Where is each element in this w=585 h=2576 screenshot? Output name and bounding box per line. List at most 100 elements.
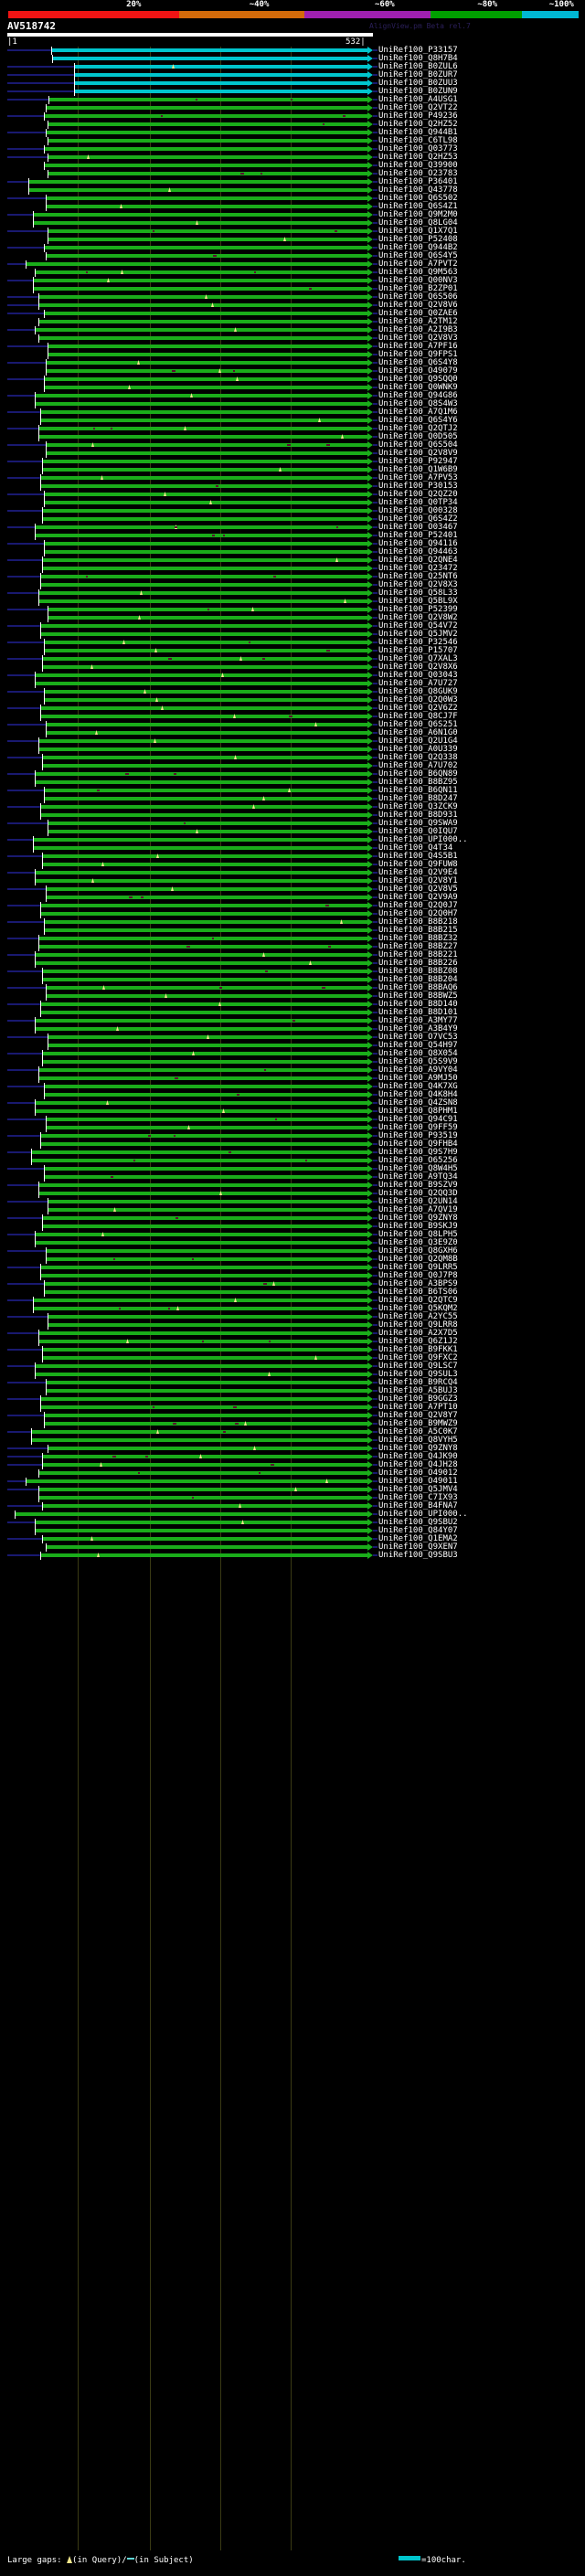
hit-id-label[interactable]: UniRef100_B2ZP01 <box>378 284 458 293</box>
alignment-row[interactable]: UniRef100_Q94463 <box>0 548 585 557</box>
hsp-bar[interactable] <box>34 1307 368 1310</box>
hit-id-label[interactable]: UniRef100_B8D247 <box>378 794 458 803</box>
hsp-bar[interactable] <box>34 279 368 282</box>
alignment-row[interactable]: UniRef100_A4USG1 <box>0 96 585 104</box>
hit-id-label[interactable]: UniRef100_B9FKK1 <box>378 1345 458 1354</box>
hsp-bar[interactable] <box>45 1422 368 1426</box>
hit-id-label[interactable]: UniRef100_Q2V8V5 <box>378 885 458 894</box>
alignment-row[interactable]: UniRef100_Q9SQQ0 <box>0 376 585 384</box>
hit-id-label[interactable]: UniRef100_Q2V8Y1 <box>378 876 458 885</box>
hsp-bar[interactable] <box>36 780 368 784</box>
hit-id-label[interactable]: UniRef100_A5C0K7 <box>378 1427 458 1436</box>
alignment-row[interactable]: UniRef100_Q9M563 <box>0 269 585 277</box>
hit-id-label[interactable]: UniRef100_Q2QQ3D <box>378 1189 458 1198</box>
hsp-bar[interactable] <box>45 542 368 546</box>
hsp-bar[interactable] <box>48 1447 368 1450</box>
alignment-row[interactable]: UniRef100_A9VY04 <box>0 1066 585 1075</box>
hit-id-label[interactable]: UniRef100_B9MWZ9 <box>378 1419 458 1428</box>
hit-id-label[interactable]: UniRef100_Q9LRR5 <box>378 1263 458 1272</box>
hsp-bar[interactable] <box>36 961 368 965</box>
hsp-bar[interactable] <box>41 476 368 480</box>
hit-id-label[interactable]: UniRef100_O03467 <box>378 523 458 532</box>
alignment-row[interactable]: UniRef100_B8B215 <box>0 927 585 935</box>
hsp-bar[interactable] <box>45 164 368 167</box>
hsp-bar[interactable] <box>36 673 368 677</box>
hit-id-label[interactable]: UniRef100_Q8X054 <box>378 1049 458 1058</box>
hsp-bar[interactable] <box>45 1290 368 1294</box>
hsp-bar[interactable] <box>47 254 368 258</box>
alignment-row[interactable]: UniRef100_Q00NV3 <box>0 277 585 285</box>
hsp-bar[interactable] <box>43 764 368 768</box>
alignment-row[interactable]: UniRef100_P92947 <box>0 458 585 466</box>
alignment-row[interactable]: UniRef100_Q0J7P8 <box>0 1272 585 1280</box>
alignment-row[interactable]: UniRef100_Q94116 <box>0 540 585 548</box>
hsp-bar[interactable] <box>43 970 368 973</box>
hit-id-label[interactable]: UniRef100_Q5JMV2 <box>378 630 458 639</box>
alignment-row[interactable]: UniRef100_Q03773 <box>0 145 585 154</box>
hit-id-label[interactable]: UniRef100_Q2U1G4 <box>378 737 458 746</box>
alignment-row[interactable]: UniRef100_A2YC55 <box>0 1313 585 1321</box>
alignment-row[interactable]: UniRef100_A2I9B3 <box>0 326 585 334</box>
hsp-bar[interactable] <box>41 632 368 636</box>
hit-id-label[interactable]: UniRef100_Q8CJ7F <box>378 712 458 721</box>
hsp-bar[interactable] <box>45 920 368 924</box>
alignment-row[interactable]: UniRef100_Q5JMV4 <box>0 1486 585 1494</box>
hsp-bar[interactable] <box>48 229 368 233</box>
alignment-row[interactable]: UniRef100_O65256 <box>0 1157 585 1165</box>
hit-id-label[interactable]: UniRef100_Q9FHB4 <box>378 1140 458 1149</box>
hit-id-label[interactable]: UniRef100_A7QV19 <box>378 1205 458 1214</box>
hsp-bar[interactable] <box>52 48 368 52</box>
hsp-bar[interactable] <box>43 1504 368 1508</box>
hit-id-label[interactable]: UniRef100_A7U727 <box>378 679 458 688</box>
alignment-row[interactable]: UniRef100_Q5JMV2 <box>0 631 585 639</box>
alignment-row[interactable]: UniRef100_Q2V8W2 <box>0 614 585 622</box>
alignment-row[interactable]: UniRef100_Q9S7H9 <box>0 1149 585 1157</box>
hit-id-label[interactable]: UniRef100_O49012 <box>378 1468 458 1478</box>
alignment-row[interactable]: UniRef100_O03467 <box>0 524 585 532</box>
hsp-bar[interactable] <box>36 879 368 883</box>
hsp-bar[interactable] <box>45 312 368 315</box>
hsp-bar[interactable] <box>39 295 368 299</box>
hsp-bar[interactable] <box>36 1364 368 1368</box>
hsp-bar[interactable] <box>39 1183 368 1187</box>
alignment-row[interactable]: UniRef100_P15707 <box>0 647 585 655</box>
hsp-bar[interactable] <box>45 501 368 504</box>
alignment-row[interactable]: UniRef100_B8B221 <box>0 951 585 959</box>
alignment-row[interactable]: UniRef100_Q94G86 <box>0 392 585 400</box>
hsp-bar[interactable] <box>43 756 368 759</box>
alignment-row[interactable]: UniRef100_Q4ZSN8 <box>0 1099 585 1108</box>
alignment-row[interactable]: UniRef100_Q8LG04 <box>0 219 585 228</box>
hit-id-label[interactable]: UniRef100_Q2QNE4 <box>378 556 458 565</box>
alignment-row[interactable]: UniRef100_A9MJ50 <box>0 1075 585 1083</box>
alignment-row[interactable]: UniRef100_Q2V8Y1 <box>0 877 585 885</box>
hsp-bar[interactable] <box>39 1340 368 1343</box>
hsp-bar[interactable] <box>75 90 368 93</box>
hit-id-label[interactable]: UniRef100_A0U339 <box>378 745 458 754</box>
hsp-bar[interactable] <box>39 1488 368 1491</box>
hit-id-label[interactable]: UniRef100_P92947 <box>378 457 458 466</box>
hsp-bar[interactable] <box>45 147 368 151</box>
hsp-bar[interactable] <box>41 1142 368 1146</box>
alignment-row[interactable]: UniRef100_B6QN11 <box>0 787 585 795</box>
hsp-bar[interactable] <box>47 205 368 208</box>
alignment-row[interactable]: UniRef100_P36401 <box>0 178 585 186</box>
alignment-row[interactable]: UniRef100_Q9SBU2 <box>0 1519 585 1527</box>
alignment-row[interactable]: UniRef100_B6TS06 <box>0 1288 585 1297</box>
hit-id-label[interactable]: UniRef100_B8B218 <box>378 917 458 927</box>
alignment-row[interactable]: UniRef100_A3B4Y9 <box>0 1025 585 1034</box>
hsp-bar[interactable] <box>39 1471 368 1475</box>
hsp-bar[interactable] <box>47 896 368 899</box>
hsp-bar[interactable] <box>36 1109 368 1113</box>
hit-id-label[interactable]: UniRef100_Q2Q0J7 <box>378 901 458 910</box>
hsp-bar[interactable] <box>39 747 368 751</box>
alignment-row[interactable]: UniRef100_A5C0K7 <box>0 1428 585 1436</box>
hsp-bar[interactable] <box>43 657 368 661</box>
hit-id-label[interactable]: UniRef100_Q9FXC2 <box>378 1353 458 1362</box>
hsp-bar[interactable] <box>41 813 368 817</box>
hsp-bar[interactable] <box>43 1455 368 1458</box>
alignment-row[interactable]: UniRef100_A9TQ34 <box>0 1173 585 1182</box>
hit-id-label[interactable]: UniRef100_B0ZUN9 <box>378 87 458 96</box>
hsp-bar[interactable] <box>41 805 368 809</box>
hsp-bar[interactable] <box>39 599 368 603</box>
hsp-bar[interactable] <box>39 336 368 340</box>
